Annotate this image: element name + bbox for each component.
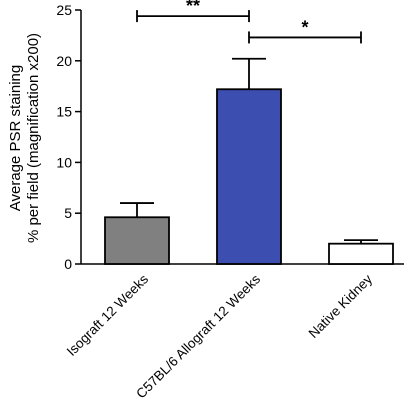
category-label: Isograft 12 Weeks	[64, 271, 152, 359]
bar	[104, 216, 170, 265]
significance-brackets: ***	[136, 0, 362, 44]
y-axis-title: Average PSR staining % per field (magnif…	[7, 33, 42, 243]
y-tick-label: 20	[56, 53, 72, 69]
category-label: Native Kidney	[306, 271, 376, 341]
y-axis-ticks: 0 5 10 15 20 25	[56, 2, 81, 272]
bar	[328, 242, 394, 265]
y-axis-title-line1: Average PSR staining	[7, 65, 24, 211]
error-bars	[120, 57, 378, 244]
bars	[104, 88, 394, 265]
y-tick-label: 25	[56, 2, 72, 18]
category-label: C57BL/6 Allograft 12 Weeks	[133, 271, 263, 401]
significance-label: **	[186, 0, 200, 16]
y-tick-label: 15	[56, 104, 72, 120]
significance-label: *	[301, 17, 308, 37]
y-tick-label: 0	[64, 256, 72, 272]
y-axis-title-line2: % per field (magnification x200)	[25, 33, 42, 243]
bar	[216, 88, 282, 265]
y-tick-label: 5	[64, 205, 72, 221]
y-tick-label: 10	[56, 154, 72, 170]
